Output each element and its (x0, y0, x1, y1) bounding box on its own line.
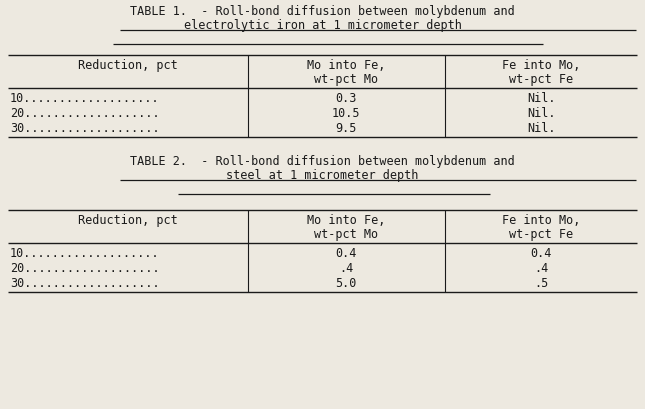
Text: .4: .4 (534, 262, 548, 275)
Text: .4: .4 (339, 262, 353, 275)
Text: wt-pct Mo: wt-pct Mo (314, 73, 378, 86)
Text: 20...................: 20................... (10, 107, 159, 120)
Text: 10...................: 10................... (10, 92, 159, 105)
Text: wt-pct Fe: wt-pct Fe (509, 228, 573, 241)
Text: TABLE 1.  - Roll-bond diffusion between molybdenum and: TABLE 1. - Roll-bond diffusion between m… (130, 5, 515, 18)
Text: 0.3: 0.3 (335, 92, 357, 105)
Text: steel at 1 micrometer depth: steel at 1 micrometer depth (226, 169, 419, 182)
Text: electrolytic iron at 1 micrometer depth: electrolytic iron at 1 micrometer depth (184, 19, 461, 32)
Text: Nil.: Nil. (527, 122, 555, 135)
Text: Fe into Mo,: Fe into Mo, (502, 59, 580, 72)
Text: wt-pct Fe: wt-pct Fe (509, 73, 573, 86)
Text: 10.5: 10.5 (332, 107, 361, 120)
Text: Reduction, pct: Reduction, pct (78, 214, 178, 227)
Text: Reduction, pct: Reduction, pct (78, 59, 178, 72)
Text: 30...................: 30................... (10, 122, 159, 135)
Text: 20...................: 20................... (10, 262, 159, 275)
Text: 10...................: 10................... (10, 247, 159, 260)
Text: wt-pct Mo: wt-pct Mo (314, 228, 378, 241)
Text: .5: .5 (534, 277, 548, 290)
Text: Fe into Mo,: Fe into Mo, (502, 214, 580, 227)
Text: 9.5: 9.5 (335, 122, 357, 135)
Text: 0.4: 0.4 (530, 247, 551, 260)
Text: 30...................: 30................... (10, 277, 159, 290)
Text: 0.4: 0.4 (335, 247, 357, 260)
Text: 5.0: 5.0 (335, 277, 357, 290)
Text: Mo into Fe,: Mo into Fe, (307, 59, 385, 72)
Text: Mo into Fe,: Mo into Fe, (307, 214, 385, 227)
Text: Nil.: Nil. (527, 92, 555, 105)
Text: Nil.: Nil. (527, 107, 555, 120)
Text: TABLE 2.  - Roll-bond diffusion between molybdenum and: TABLE 2. - Roll-bond diffusion between m… (130, 155, 515, 168)
